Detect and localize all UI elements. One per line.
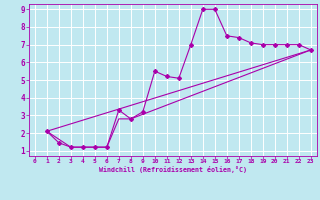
X-axis label: Windchill (Refroidissement éolien,°C): Windchill (Refroidissement éolien,°C) [99, 166, 247, 173]
